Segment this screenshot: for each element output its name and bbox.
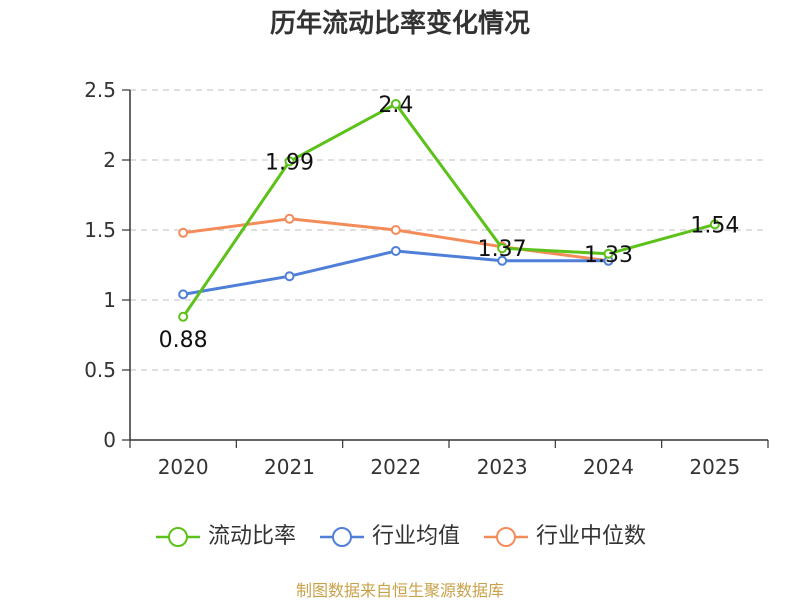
data-point: [390, 246, 401, 256]
legend-label: 行业中位数: [536, 524, 647, 549]
data-label: 0.88: [159, 328, 208, 353]
series-lines: [178, 99, 720, 322]
chart-title: 历年流动比率变化情况: [269, 9, 530, 39]
series-line-0: [181, 102, 716, 318]
data-point: [284, 156, 295, 167]
data-point: [178, 227, 189, 238]
legend-item-industry-mean[interactable]: 行业均值: [318, 520, 460, 554]
y-tick-label: 2.5: [84, 78, 116, 102]
y-tick-label: 1.5: [84, 218, 116, 242]
data-point: [497, 243, 508, 254]
legend-line-icon: [484, 527, 528, 547]
data-point: [390, 225, 401, 235]
x-tick-label: 2021: [264, 455, 315, 479]
data-point: [284, 213, 295, 224]
series-line-1: [182, 249, 609, 296]
legend-line-icon: [319, 527, 364, 547]
x-tick-label: 2025: [689, 455, 740, 479]
data-point: [284, 271, 295, 282]
x-tick-label: 2020: [158, 455, 209, 479]
legend: 流动比率 行业均值 行业中位数: [0, 520, 800, 554]
x-tick-label: 2022: [370, 455, 421, 479]
data-labels: 0.88 1.99 2.4 1.37 1.33 1.54: [159, 93, 740, 353]
data-label: 2.4: [378, 93, 413, 118]
legend-label: 行业均值: [371, 524, 460, 549]
y-tick-label: 0: [103, 428, 116, 452]
data-label: 1.37: [478, 237, 527, 262]
axes: 0 0.5 1 1.5 2 2.5 2020 2021 2022 2023 2024 2025: [84, 78, 769, 479]
y-tick-label: 0.5: [84, 358, 116, 382]
legend-item-current-ratio[interactable]: 流动比率: [154, 520, 296, 554]
y-tick-label: 1: [103, 288, 116, 312]
grid-lines: [130, 89, 768, 371]
source-note: 制图数据来自恒生聚源数据库: [295, 581, 504, 600]
data-point: [603, 248, 614, 259]
data-label: 1.54: [690, 213, 739, 238]
x-tick-label: 2023: [477, 455, 528, 479]
x-tick-label: 2024: [583, 455, 634, 479]
legend-item-industry-median[interactable]: 行业中位数: [482, 520, 646, 554]
data-point: [178, 289, 189, 300]
legend-label: 流动比率: [207, 524, 296, 549]
data-point: [709, 219, 720, 230]
data-label: 1.33: [584, 243, 633, 268]
data-point: [390, 99, 401, 109]
y-tick-label: 2: [103, 148, 116, 172]
data-point: [497, 255, 508, 266]
data-label: 1.99: [265, 150, 314, 175]
data-point: [178, 311, 189, 322]
legend-line-icon: [155, 527, 200, 547]
